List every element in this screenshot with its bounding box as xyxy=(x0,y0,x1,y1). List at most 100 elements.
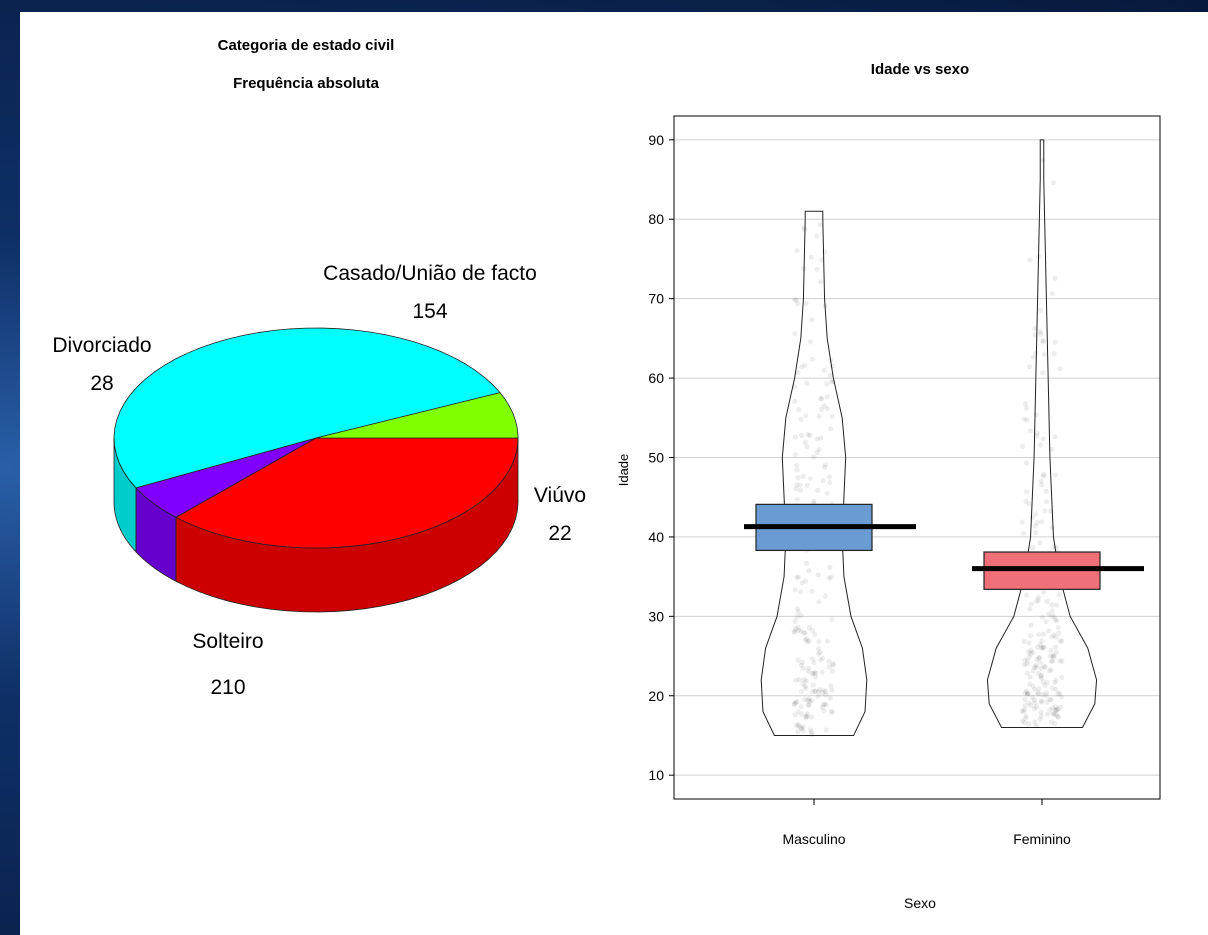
point xyxy=(824,638,831,644)
point xyxy=(829,503,835,509)
point xyxy=(828,574,834,580)
point xyxy=(1028,622,1034,628)
point xyxy=(817,686,823,693)
point xyxy=(804,711,810,717)
point xyxy=(808,731,815,737)
point xyxy=(793,297,799,303)
violin-0 xyxy=(760,210,868,736)
point xyxy=(793,677,799,683)
point xyxy=(795,709,802,715)
point xyxy=(828,683,834,689)
point xyxy=(800,681,806,687)
point xyxy=(809,689,815,695)
point xyxy=(798,628,804,634)
point xyxy=(1052,472,1059,478)
pie-title-line-1: Categoria de estado civil xyxy=(218,37,395,54)
point xyxy=(792,452,799,458)
point xyxy=(1053,707,1059,713)
point xyxy=(1028,647,1034,654)
point xyxy=(1043,690,1049,696)
point xyxy=(793,700,799,706)
figure-panel: Categoria de estado civil Frequência abs… xyxy=(20,12,1208,935)
point xyxy=(1052,679,1058,686)
point xyxy=(812,688,818,694)
point xyxy=(1047,668,1053,674)
point xyxy=(1035,690,1041,696)
point xyxy=(809,627,815,633)
point xyxy=(1053,686,1059,693)
point xyxy=(807,727,813,733)
point xyxy=(799,522,806,529)
point xyxy=(1050,556,1057,562)
point xyxy=(830,379,836,385)
point xyxy=(811,498,817,504)
point xyxy=(1048,667,1054,673)
point xyxy=(1039,519,1045,525)
point xyxy=(1052,644,1059,650)
point xyxy=(1023,563,1029,569)
point xyxy=(795,300,801,307)
point xyxy=(821,464,827,470)
y-tick-label-7: 80 xyxy=(648,211,664,227)
point xyxy=(1027,257,1033,263)
point xyxy=(799,580,805,586)
point xyxy=(824,394,830,400)
point xyxy=(1038,698,1044,704)
point xyxy=(794,248,800,254)
point xyxy=(823,702,829,708)
point xyxy=(1053,649,1059,655)
point xyxy=(1049,634,1055,640)
point xyxy=(1051,652,1057,659)
point xyxy=(806,665,812,671)
point xyxy=(1040,559,1047,566)
point xyxy=(1045,611,1052,617)
point xyxy=(1039,614,1046,620)
point xyxy=(1045,628,1052,634)
point xyxy=(794,614,800,620)
pie-slice-0 xyxy=(175,437,519,549)
point xyxy=(1037,540,1043,546)
point xyxy=(817,541,823,547)
point xyxy=(796,627,802,633)
point xyxy=(1051,654,1057,660)
point xyxy=(830,662,836,668)
point xyxy=(1037,716,1043,722)
point xyxy=(1041,644,1047,650)
point xyxy=(1033,704,1040,710)
point xyxy=(792,510,798,516)
point xyxy=(1033,662,1039,668)
point xyxy=(809,656,816,662)
point xyxy=(1058,578,1064,585)
point xyxy=(813,512,819,518)
point xyxy=(795,624,801,630)
point xyxy=(802,362,808,368)
point xyxy=(1041,471,1047,478)
point xyxy=(829,709,836,716)
point xyxy=(792,618,798,624)
point xyxy=(806,702,812,709)
x-tick-label-1: Feminino xyxy=(1013,831,1071,847)
point xyxy=(804,547,810,553)
point xyxy=(792,297,798,303)
y-tick-label-1: 20 xyxy=(648,688,664,704)
point xyxy=(826,658,832,664)
point xyxy=(802,683,808,689)
point xyxy=(799,725,805,732)
point xyxy=(1038,713,1045,719)
point xyxy=(1040,631,1047,637)
point xyxy=(1021,661,1028,668)
point xyxy=(801,225,807,231)
point xyxy=(1041,351,1047,357)
point xyxy=(1037,307,1044,313)
point xyxy=(1025,720,1032,727)
point xyxy=(1024,691,1031,697)
point xyxy=(1034,430,1040,436)
point xyxy=(820,515,826,521)
point xyxy=(796,406,802,413)
point xyxy=(823,692,829,698)
point xyxy=(1040,338,1046,344)
point xyxy=(1049,446,1055,453)
point xyxy=(1038,699,1045,705)
point xyxy=(796,677,803,683)
x-axis-label: Sexo xyxy=(904,895,936,911)
